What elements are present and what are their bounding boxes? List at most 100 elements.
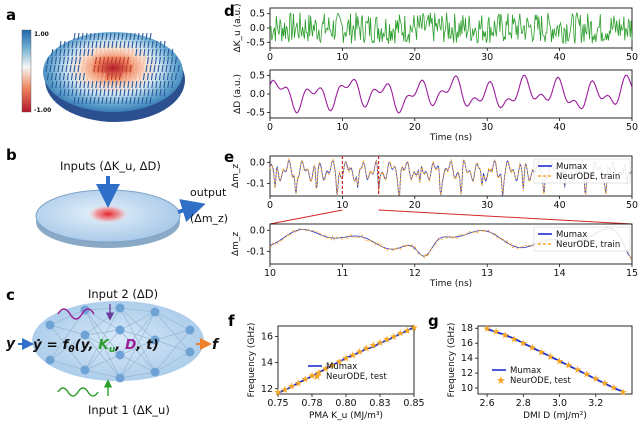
panel-label-c: c [6, 286, 15, 304]
spin-arrow [145, 32, 148, 41]
series-mumax-line [277, 326, 415, 394]
spin-arrow [139, 88, 142, 97]
spin-arrow [89, 96, 92, 105]
spin-arrow [79, 40, 82, 49]
network-node [115, 325, 125, 335]
eq-lhs: ẏ = f [33, 337, 71, 353]
spin-arrow [143, 88, 146, 97]
spin-arrow [66, 72, 69, 81]
spin-arrow [145, 96, 148, 105]
spin-arrow [133, 64, 136, 73]
spin-arrow [58, 72, 61, 81]
network-edge [119, 307, 156, 373]
neurode-test-point: ★ [355, 347, 364, 358]
input2-label: Input 2 (ΔD) [88, 287, 158, 301]
panel-label-b: b [6, 146, 17, 164]
network-edge [84, 369, 121, 379]
spin-arrow [111, 80, 114, 89]
eq-args-close: , t) [135, 337, 158, 353]
x-tick-label: 10 [336, 52, 348, 63]
x-tick-label: 40 [554, 200, 566, 211]
spin-arrow [138, 72, 141, 81]
network-node [45, 320, 55, 330]
spin-arrow [67, 88, 70, 97]
chart-d-top: 0 10 20 30 40 50 0.5 0.0 -0.5ΔK_u (a.u.) [233, 3, 638, 63]
legend-star: ★ [312, 370, 322, 383]
spin-arrow [145, 64, 148, 73]
spin-arrow [59, 40, 62, 49]
eq-ku: K [98, 337, 110, 353]
spin-arrow [169, 64, 172, 73]
spin-arrow [171, 80, 174, 89]
spin-arrow [137, 96, 140, 105]
series-neurode-line [269, 157, 633, 196]
spin-arrow [151, 88, 154, 97]
x-tick-label: 30 [481, 200, 493, 211]
spin-arrow [114, 72, 117, 81]
network-edge [49, 359, 86, 371]
spin-arrow [135, 88, 138, 97]
eq-args-open: (y, [75, 337, 99, 353]
spin-arrow [63, 80, 66, 89]
spin-arrow [163, 80, 166, 89]
spin-arrow [85, 32, 88, 41]
spin-arrow [155, 48, 158, 57]
neurode-test-point: ★ [555, 357, 564, 368]
spin-arrow [102, 72, 105, 81]
spin-arrow [165, 64, 168, 73]
neurode-test-point: ★ [609, 383, 618, 394]
x-tick-label: 12 [409, 268, 421, 279]
network-edge [84, 309, 121, 331]
x-tick-label: 10 [264, 268, 276, 279]
spin-arrow [73, 32, 76, 41]
spin-arrow [50, 56, 53, 65]
neurode-test-point: ★ [389, 332, 398, 343]
x-axis-label: Time (ns) [429, 133, 472, 143]
neurode-test-point: ★ [376, 338, 385, 349]
y-tick-label: 0.0 [250, 23, 265, 34]
series-mumax-line [486, 328, 624, 393]
spin-arrow [122, 72, 125, 81]
spin-arrow [99, 40, 102, 49]
eq-ku-sub: u [109, 345, 116, 355]
spin-arrow [95, 88, 98, 97]
spin-arrow [117, 96, 120, 105]
spin-arrow [126, 56, 129, 65]
x-tick-label: 0.78 [301, 398, 322, 409]
network-edge [84, 334, 121, 379]
spin-arrow [106, 72, 109, 81]
y-tick-label: 10 [461, 383, 473, 394]
spin-arrow [151, 40, 154, 49]
spin-arrow [51, 48, 54, 57]
x-tick-label: 30 [481, 52, 493, 63]
series-ku-line [269, 12, 633, 44]
spin-arrow [119, 40, 122, 49]
spin-arrow [77, 64, 80, 73]
network-edge [119, 339, 156, 379]
spin-arrow [91, 88, 94, 97]
spin-arrow [65, 64, 68, 73]
neurode-test-point: ★ [510, 335, 519, 346]
y-tick-label: 0.0 [250, 157, 265, 168]
skyrmion-disk-illustration: 1.00 -1.00 [21, 29, 185, 122]
spin-arrow [110, 56, 113, 65]
spin-arrow [166, 72, 169, 81]
x-tick-label: 0.83 [369, 398, 390, 409]
x-tick-label: 10 [336, 122, 348, 133]
panel-label-g: g [428, 312, 439, 330]
spin-arrow [174, 56, 177, 65]
spin-arrow [87, 40, 90, 49]
spin-arrow [74, 72, 77, 81]
spin-arrow [149, 96, 152, 105]
spin-arrow [173, 64, 176, 73]
spin-arrow [102, 56, 105, 65]
output-variable: (Δm_z) [190, 212, 228, 225]
neurode-test-point: ★ [321, 364, 330, 375]
spin-arrow [66, 56, 69, 65]
network-node [150, 367, 160, 377]
y-axis-label: ΔD (a.u.) [233, 74, 243, 114]
spin-arrow [119, 88, 122, 97]
spin-arrow [73, 64, 76, 73]
network-node [115, 373, 125, 383]
spin-arrow [107, 40, 110, 49]
